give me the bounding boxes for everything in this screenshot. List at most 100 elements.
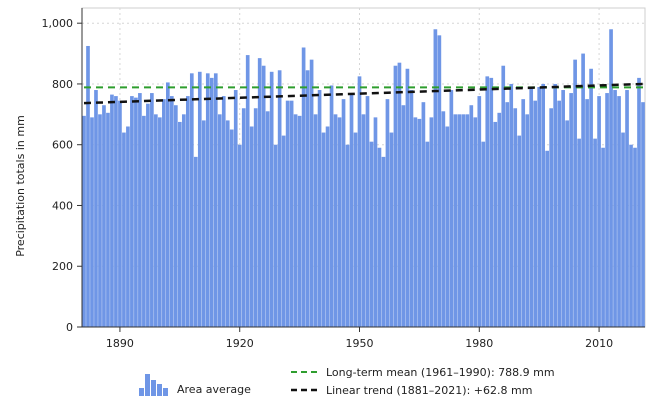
bar	[437, 35, 442, 328]
y-axis-label: Precipitation totals in mm	[14, 115, 27, 257]
bar	[325, 126, 330, 328]
bar	[421, 102, 426, 328]
bar	[617, 96, 621, 327]
bar	[465, 114, 470, 327]
bar	[565, 120, 569, 327]
bar	[305, 70, 310, 327]
bar	[217, 114, 222, 327]
bar	[221, 96, 226, 327]
bar	[553, 83, 557, 327]
bar	[521, 99, 526, 327]
bar	[417, 118, 422, 327]
bar	[162, 99, 166, 327]
x-tick-label: 1920	[226, 337, 254, 350]
bar	[505, 102, 510, 328]
bar	[114, 96, 118, 327]
bar	[445, 126, 450, 328]
legend-bar-glyph	[151, 380, 156, 396]
bar	[609, 29, 613, 328]
bar	[329, 85, 334, 327]
bar	[461, 114, 466, 327]
y-tick-label: 400	[52, 199, 73, 212]
x-tick-label: 1890	[106, 337, 134, 350]
legend-label-long-term-mean: Long-term mean (1961–1990): 788.9 mm	[326, 366, 555, 379]
bar	[409, 90, 414, 327]
bar	[381, 156, 386, 327]
bar	[537, 86, 542, 328]
legend-item-linear-trend: Linear trend (1881–2021): +62.8 mm	[291, 384, 532, 397]
linear-trend-line	[83, 82, 644, 105]
bars	[82, 29, 645, 328]
bar	[481, 141, 486, 327]
bar	[90, 117, 94, 328]
bar	[245, 55, 250, 328]
bar	[142, 115, 146, 327]
bar	[273, 144, 278, 327]
bar	[337, 117, 342, 328]
bar	[285, 100, 290, 327]
bar	[321, 132, 326, 327]
bar	[441, 111, 446, 327]
bar	[233, 90, 238, 327]
bar	[597, 96, 601, 327]
bar	[309, 59, 314, 328]
bar	[353, 132, 358, 327]
legend-item-long-term-mean: Long-term mean (1961–1990): 788.9 mm	[291, 366, 555, 379]
bar	[425, 141, 430, 327]
bar	[229, 129, 234, 327]
bar	[509, 83, 514, 327]
bar	[449, 90, 454, 327]
bar	[633, 147, 637, 327]
y-tick-label: 800	[52, 78, 73, 91]
bar	[405, 68, 410, 327]
bar	[469, 105, 474, 327]
bar	[557, 100, 561, 327]
bar	[413, 117, 418, 328]
bar	[473, 117, 478, 328]
bar	[158, 117, 162, 328]
bar	[150, 93, 154, 327]
bar	[585, 99, 589, 327]
bar	[170, 96, 174, 327]
bar	[453, 114, 458, 327]
bar	[629, 144, 633, 327]
bar	[613, 90, 617, 327]
bar	[397, 62, 402, 327]
x-tick-label: 1950	[346, 337, 374, 350]
bar	[201, 120, 206, 327]
bar	[517, 135, 522, 327]
y-tick-label: 1,000	[42, 17, 74, 30]
bar	[98, 114, 102, 327]
bar	[181, 114, 186, 327]
bar	[265, 111, 270, 327]
bar	[301, 47, 306, 327]
bar	[489, 77, 494, 327]
bar	[134, 97, 138, 328]
bar	[433, 29, 438, 328]
bar	[621, 132, 625, 327]
bar	[313, 114, 318, 327]
bar	[209, 77, 214, 327]
bar	[429, 117, 434, 328]
bar	[641, 102, 645, 328]
bar-chart-icon	[139, 374, 168, 396]
bar	[401, 105, 406, 327]
bar	[369, 141, 374, 327]
bar	[385, 99, 390, 327]
legend-bar-glyph	[157, 384, 162, 396]
bar	[205, 73, 210, 327]
legend-bar-glyph	[139, 388, 144, 396]
bar	[637, 77, 641, 327]
x-tick-label: 2010	[585, 337, 613, 350]
bar	[94, 90, 98, 327]
bar	[365, 96, 370, 327]
bar	[177, 121, 182, 328]
bar	[477, 96, 482, 327]
bar	[569, 93, 573, 327]
bar	[529, 86, 534, 328]
bar	[317, 90, 322, 327]
bar	[577, 138, 581, 327]
bar	[257, 58, 262, 327]
